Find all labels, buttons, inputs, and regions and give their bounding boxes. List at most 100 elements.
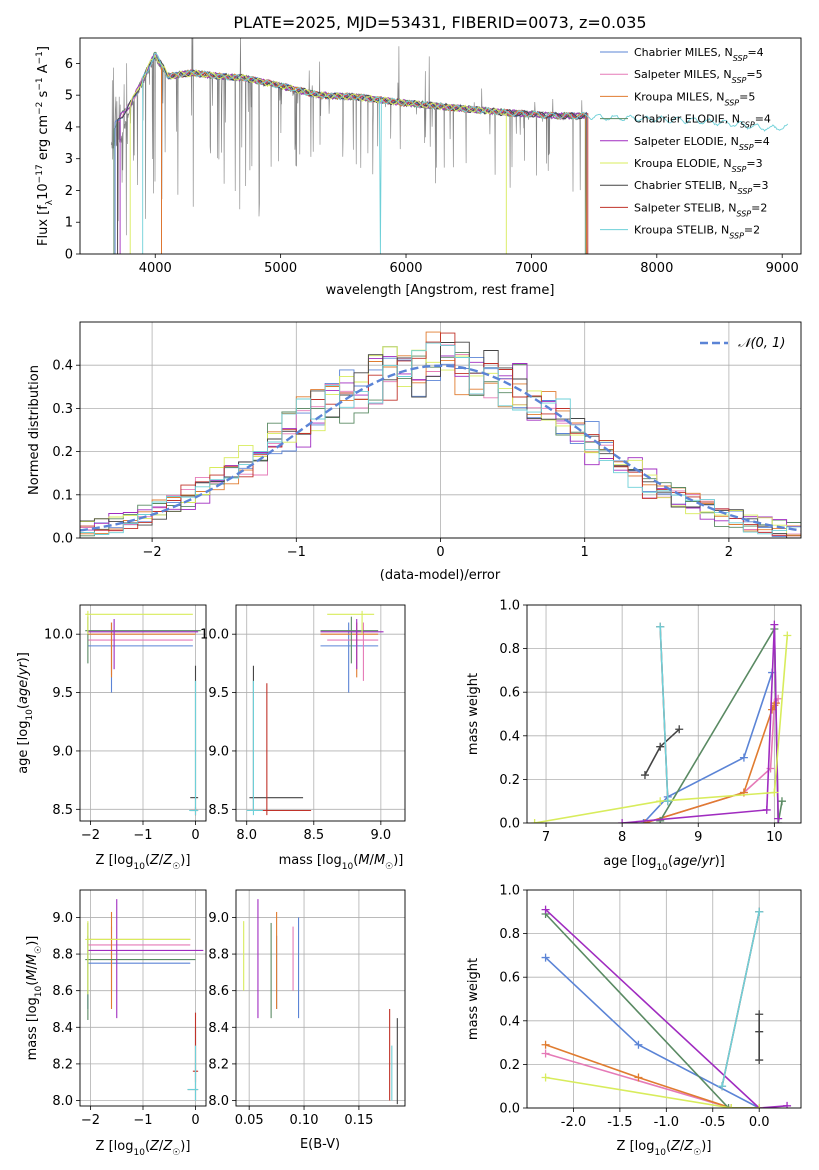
weight-marker [656,742,665,751]
y-tick-label: 5 [65,89,73,104]
weight-marker [634,1040,643,1049]
axes-frame [79,889,207,1107]
axes-frame [526,604,802,824]
y-tick-label: 0.4 [499,1014,520,1029]
y-tick-label: 8.0 [52,1094,73,1109]
model-spectrum-6 [129,54,507,254]
weight-marker [663,797,672,806]
x-tick-label: −2 [81,1113,100,1128]
weight-marker [755,1027,764,1036]
x-tick-label: −1 [287,545,306,560]
axes-frame [79,604,207,822]
y-tick-label: 8.8 [208,948,229,963]
x-tick-label: 0.10 [290,1113,319,1128]
x-axis-label: (data-model)/error [380,568,501,583]
panel-weight_vs_Z: -2.0 -1.5 -1.0 -0.5 0.0 0.0 0.2 0.4 0.6 0.8 1.0 Z [… [466,884,802,1158]
y-tick-label: 0.3 [52,402,73,417]
y-tick-label: 0.2 [499,773,520,788]
weight-marker [768,705,777,714]
x-tick-label: 0 [191,828,199,843]
x-tick-label: 7 [542,830,550,845]
legend-label: Kroupa ELODIE, NSSP=3 [634,157,763,174]
y-tick-label: 1.0 [499,599,520,614]
y-tick-label: 10.0 [200,628,229,643]
panel-mass_vs_EBV: 0.05 0.10 0.15 8.0 8.2 8.4 8.6 8.8 9.0 E(B-V) [208,889,406,1152]
y-tick-label: 8.4 [52,1021,73,1036]
y-tick-label: 0.8 [499,642,520,657]
model-spectrum-7 [117,57,588,254]
x-tick-label: 8.5 [303,828,324,843]
x-axis-label: mass [log10(M/M☉)] [279,853,404,872]
panel-weight_vs_age: 7 8 9 10 0.0 0.2 0.4 0.6 0.8 1.0 age [log10(age/yr… [466,599,802,873]
legend-label: Salpeter MILES, NSSP=5 [634,68,763,85]
x-tick-label: -0.5 [700,1115,725,1130]
histogram-series-6 [80,346,801,538]
y-tick-label: 6 [65,57,73,72]
x-tick-label: 0 [436,545,444,560]
weight-marker [739,753,748,762]
x-tick-label: 6000 [389,261,422,276]
weight-marker [541,953,550,962]
model-spectrum-1 [114,55,588,254]
weight-marker [618,819,627,823]
histogram-series-8 [80,332,801,537]
weight-marker [755,907,764,916]
y-tick-label: 0.4 [499,729,520,744]
y-axis-label: Normed distribution [27,365,42,495]
x-tick-label: 4000 [139,261,172,276]
y-tick-label: 8.6 [52,984,73,999]
x-tick-label: 9 [694,830,702,845]
x-axis-label: Z [log10(Z/Z☉)] [617,1139,712,1158]
axes-frame [79,321,802,539]
histogram-series-3 [80,331,801,535]
y-axis-label: age [log10(age/yr)] [16,652,35,774]
plot-area [530,620,792,823]
x-tick-label: 0.15 [344,1113,373,1128]
x-tick-label: 1 [581,545,589,560]
legend: Chabrier MILES, NSSP=4 Salpeter MILES, NS… [600,46,771,240]
model-spectrum-4 [113,51,586,254]
y-axis-label: mass [log10(M/M☉)] [25,936,44,1061]
x-tick-label: -1.5 [607,1115,632,1130]
figure-title: PLATE=2025, MJD=53431, FIBERID=0073, z=0… [233,13,646,32]
legend-label: Kroupa MILES, NSSP=5 [634,90,755,107]
weight-marker [640,771,649,780]
weight-line-2 [545,1052,760,1108]
weight-marker [783,1101,792,1108]
data-spectrum [111,38,587,236]
y-tick-label: 9.5 [208,686,229,701]
x-tick-label: -2.0 [561,1115,586,1130]
histogram-series-4 [80,346,801,537]
y-tick-label: 8.5 [52,803,73,818]
weight-marker [774,814,783,823]
legend-label: Kroupa STELIB, NSSP=2 [634,224,760,241]
weight-line-5 [545,909,788,1108]
weight-marker [634,1073,643,1082]
y-tick-label: 8.2 [208,1057,229,1072]
y-tick-label: 1 [65,216,73,231]
axes-frame [79,37,802,255]
x-axis-label: Z [log10(Z/Z☉)] [96,1139,191,1158]
x-tick-label: 5000 [264,261,297,276]
y-tick-label: 0.6 [499,971,520,986]
legend-label: Chabrier STELIB, NSSP=3 [634,179,768,196]
normal-curve [80,364,801,532]
x-tick-label: 8.0 [236,828,257,843]
weight-line-1 [642,672,773,823]
x-axis-label: Z [log10(Z/Z☉)] [96,853,191,872]
panel-age_vs_Z: −2 −1 0 8.5 9.0 9.5 10.0 Z [log10(Z/Z☉)] age [lo… [16,604,207,872]
panel-spectrum: 4000 5000 6000 7000 8000 9000 0 1 2 3 4 5 6 wavelengt… [35,37,802,298]
x-tick-label: −2 [143,545,162,560]
y-tick-label: 0 [65,248,73,263]
legend-label: Chabrier MILES, NSSP=4 [634,46,764,63]
y-tick-label: 9.0 [208,744,229,759]
weight-marker [727,1104,736,1108]
legend-label: Salpeter STELIB, NSSP=2 [634,201,767,218]
y-axis-label: Flux [fλ10−17 erg cm−2 s−1 A−1] [35,46,55,246]
weight-line-2 [644,698,779,823]
y-tick-label: 8.0 [208,1094,229,1109]
model-spectrum-9 [142,53,789,254]
panel-residuals: −2 −1 0 1 2 0.0 0.1 0.2 0.3 0.4 (data-model)/error… [27,321,802,583]
x-tick-label: 0 [191,1113,199,1128]
